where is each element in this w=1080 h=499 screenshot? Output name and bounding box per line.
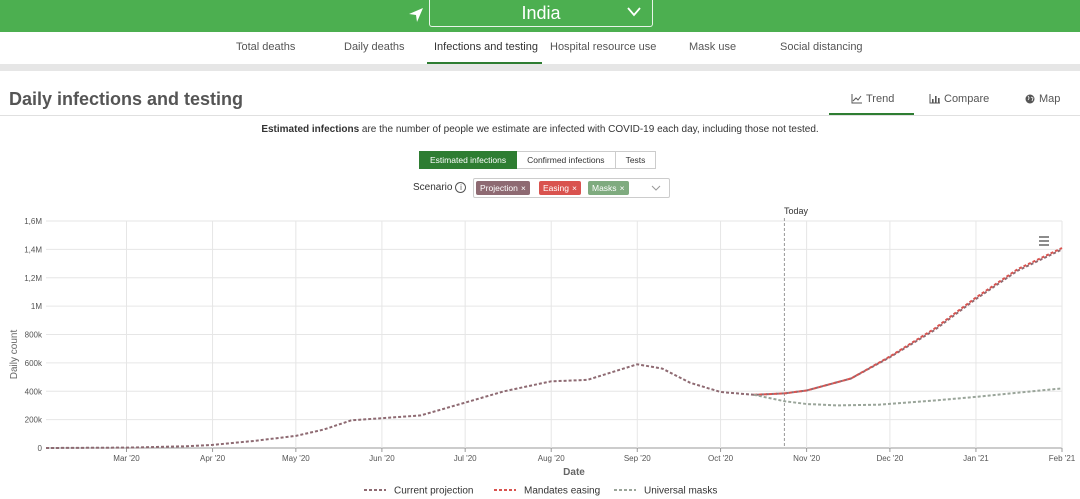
nav-tab-total-deaths[interactable]: Total deaths xyxy=(236,41,296,53)
x-tick-label: Nov '20 xyxy=(793,454,820,463)
chart-menu-icon[interactable] xyxy=(1031,230,1057,254)
chip-label-masks: Masks xyxy=(592,183,617,193)
x-tick-label: Mar '20 xyxy=(113,454,140,463)
series-line-current-projection xyxy=(45,248,1063,449)
x-tick-label: May '20 xyxy=(282,454,310,463)
scenario-chip-easing[interactable]: Easing × xyxy=(539,181,581,195)
legend-item-label[interactable]: Mandates easing xyxy=(524,486,600,497)
x-tick-label: Sep '20 xyxy=(624,454,651,463)
chevron-down-icon xyxy=(627,7,641,17)
divider-band xyxy=(0,64,1080,71)
chip-label-projection: Projection xyxy=(480,183,518,193)
chip-label-easing: Easing xyxy=(543,183,569,193)
nav-tab-mask-use[interactable]: Mask use xyxy=(689,41,737,53)
y-tick-label: 1,6M xyxy=(24,217,42,226)
location-arrow-icon[interactable] xyxy=(407,6,425,24)
x-tick-label: Feb '21 xyxy=(1049,454,1076,463)
x-tick-label: Oct '20 xyxy=(708,454,734,463)
x-tick-label: Jun '20 xyxy=(369,454,395,463)
metric-button-group: Estimated infections Confirmed infection… xyxy=(419,151,657,169)
description-text: are the number of people we estimate are… xyxy=(359,124,819,135)
series-line-mandates-easing xyxy=(753,247,1063,396)
remove-chip-icon[interactable]: × xyxy=(619,183,625,193)
y-tick-label: 200k xyxy=(25,416,43,425)
chevron-down-icon[interactable] xyxy=(651,184,661,192)
y-axis-label: Daily count xyxy=(9,330,20,380)
view-tab-trend-label: Trend xyxy=(866,93,895,105)
estimated-infections-button[interactable]: Estimated infections xyxy=(419,151,518,169)
x-tick-label: Dec '20 xyxy=(876,454,903,463)
remove-chip-icon[interactable]: × xyxy=(572,183,577,193)
scenario-chip-masks[interactable]: Masks × xyxy=(588,181,629,195)
x-tick-label: Apr '20 xyxy=(200,454,226,463)
title-divider xyxy=(0,115,1080,116)
x-tick-label: Aug '20 xyxy=(538,454,565,463)
view-tab-trend[interactable]: Trend xyxy=(851,93,894,105)
y-tick-label: 800k xyxy=(25,331,43,340)
chart-description: Estimated infections are the number of p… xyxy=(0,124,1080,135)
top-bar: India xyxy=(0,0,1080,32)
view-tab-compare-label: Compare xyxy=(944,93,990,105)
remove-chip-icon[interactable]: × xyxy=(520,183,526,193)
series-line-universal-masks xyxy=(753,387,1063,407)
y-tick-label: 400k xyxy=(25,387,43,396)
y-tick-label: 1,4M xyxy=(24,245,42,254)
description-bold: Estimated infections xyxy=(261,124,360,135)
x-axis-label: Date xyxy=(563,467,585,478)
bar-chart-icon xyxy=(929,94,940,104)
nav-tab-infections-testing[interactable]: Infections and testing xyxy=(434,41,538,53)
y-tick-label: 0 xyxy=(38,444,43,453)
page-title: Daily infections and testing xyxy=(9,89,244,109)
view-tab-map-label: Map xyxy=(1039,93,1061,105)
x-tick-label: Jan '21 xyxy=(963,454,989,463)
x-tick-label: Jul '20 xyxy=(454,454,477,463)
y-tick-label: 600k xyxy=(25,359,43,368)
view-tab-compare[interactable]: Compare xyxy=(929,93,989,105)
line-chart-icon xyxy=(851,94,862,104)
nav-active-indicator xyxy=(427,62,542,64)
scenario-chip-projection[interactable]: Projection × xyxy=(476,181,530,195)
nav-tab-daily-deaths[interactable]: Daily deaths xyxy=(344,41,405,53)
legend-item-label[interactable]: Current projection xyxy=(394,486,473,497)
daily-infections-chart: 0 200k 400k 600k 800k 1M 1,2M 1,4M 1,6M Mar '20 Ap… xyxy=(9,217,1076,497)
info-icon[interactable]: i xyxy=(455,182,467,193)
globe-icon xyxy=(1025,94,1035,104)
country-select[interactable]: India xyxy=(429,0,653,27)
view-tab-map[interactable]: Map xyxy=(1025,93,1060,105)
legend-item-label[interactable]: Universal masks xyxy=(644,486,717,497)
today-label: Today xyxy=(784,206,809,216)
view-tab-active-indicator xyxy=(829,113,914,115)
tests-button[interactable]: Tests xyxy=(615,151,657,169)
confirmed-infections-button[interactable]: Confirmed infections xyxy=(517,151,616,169)
nav-tab-social-distancing[interactable]: Social distancing xyxy=(780,41,863,53)
y-tick-label: 1,2M xyxy=(24,274,42,283)
country-name: India xyxy=(521,2,561,23)
y-tick-label: 1M xyxy=(31,302,42,311)
metric-nav: Total deaths Daily deaths Infections and… xyxy=(0,32,1080,64)
scenario-label: Scenario xyxy=(413,182,453,193)
scenario-label-group: Scenario i xyxy=(413,182,467,193)
nav-tab-hospital-resource-use[interactable]: Hospital resource use xyxy=(550,41,657,53)
